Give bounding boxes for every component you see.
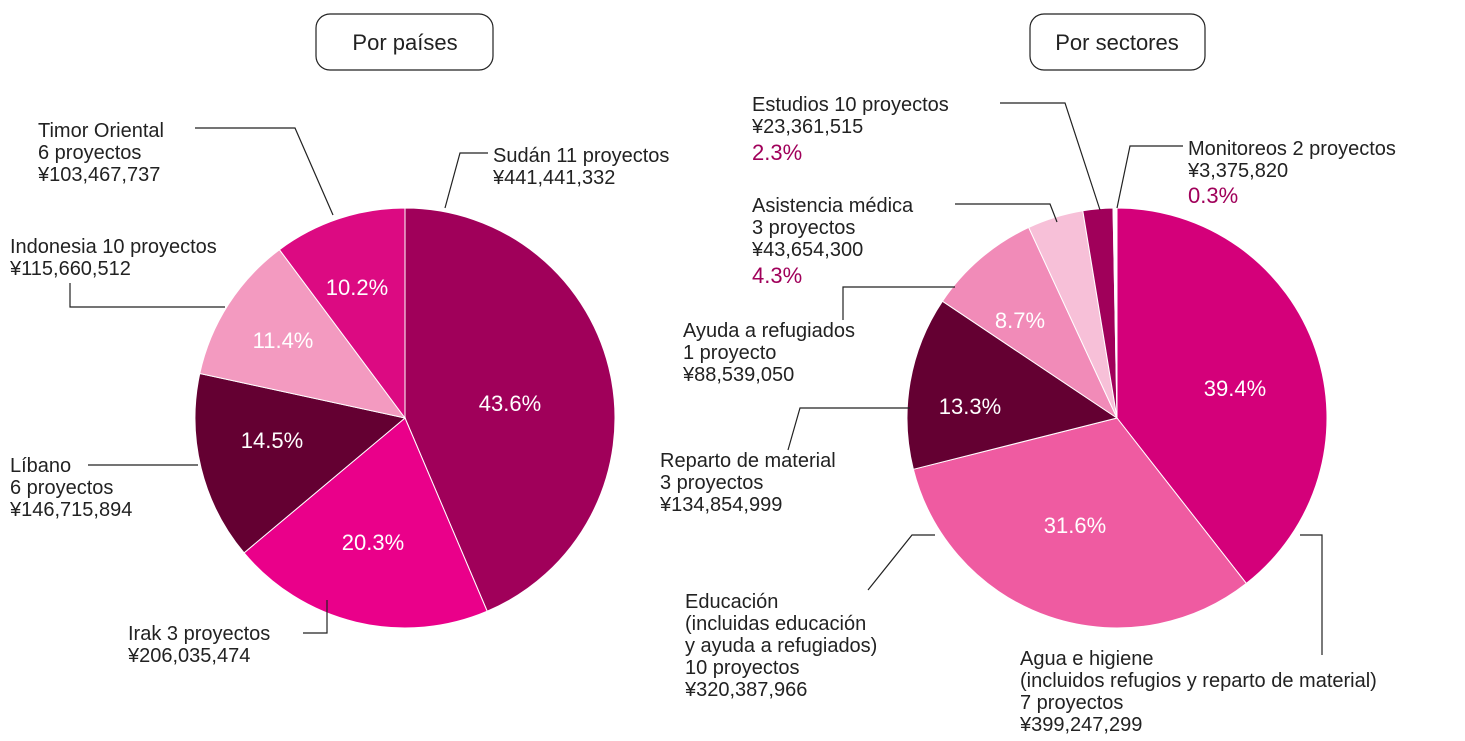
slice-amount: ¥115,660,512 <box>9 258 131 280</box>
percent-label: 39.4% <box>1204 376 1266 401</box>
slice-label: Educación (incluidas educación y ayuda a r… <box>685 591 877 679</box>
percent-label: 11.4% <box>253 328 314 353</box>
pie-slice <box>199 248 407 419</box>
slice-amount: ¥320,387,966 <box>684 679 807 701</box>
slice-amount: ¥103,467,737 <box>37 164 160 186</box>
slice-amount: ¥206,035,474 <box>127 645 250 667</box>
slice-label: Estudios 10 proyectos <box>752 94 949 116</box>
leader-line <box>303 600 328 634</box>
slice-label: Monitoreos 2 proyectos <box>1188 138 1396 160</box>
slice-amount: ¥146,715,894 <box>9 499 132 521</box>
leader-line <box>1000 102 1101 211</box>
slice-amount: ¥3,375,820 <box>1187 160 1288 182</box>
percent-label: 20.3% <box>342 530 404 555</box>
slice-label: Timor Oriental 6 proyectos <box>38 120 164 164</box>
percent-label: 10.2% <box>326 275 388 300</box>
slice-label: Sudán 11 proyectos <box>493 145 669 167</box>
slice-label: Agua e higiene (incluidos refugios y repa… <box>1020 648 1377 714</box>
slice-label: Indonesia 10 proyectos <box>10 236 217 258</box>
pie-slice <box>278 207 406 420</box>
pie-slice <box>194 372 407 554</box>
slice-amount: ¥88,539,050 <box>682 364 794 386</box>
pie-slice <box>941 226 1119 420</box>
title-box <box>1029 13 1206 71</box>
slice-label: Irak 3 proyectos <box>128 623 270 645</box>
chart-title: Por países <box>352 30 457 55</box>
slice-amount: ¥441,441,332 <box>492 167 615 189</box>
chart-title: Por sectores <box>1055 30 1179 55</box>
percent-label: 31.6% <box>1044 513 1106 538</box>
pie-slice <box>906 300 1119 470</box>
percent-label: 13.3% <box>939 394 1001 419</box>
leader-line <box>1300 534 1323 655</box>
percent-label: 4.3% <box>752 263 802 288</box>
slice-amount: ¥43,654,300 <box>751 239 863 261</box>
percent-label: 0.3% <box>1188 183 1238 208</box>
percent-label: 14.5% <box>241 428 303 453</box>
leader-line <box>955 203 1058 223</box>
pie-slice <box>1116 207 1328 585</box>
percent-label: 2.3% <box>752 140 802 165</box>
slice-label: Ayuda a refugiados 1 proyecto <box>683 320 855 364</box>
slice-amount: ¥134,854,999 <box>659 494 782 516</box>
slice-amount: ¥399,247,299 <box>1019 714 1142 736</box>
leader-line <box>1116 145 1183 209</box>
leader-line <box>787 407 910 451</box>
pie-slice <box>243 417 488 629</box>
pie-slice <box>1112 207 1118 419</box>
leader-line <box>867 534 935 591</box>
title-box <box>315 13 494 71</box>
percent-label: 8.7% <box>995 308 1045 333</box>
slice-label: Líbano 6 proyectos <box>10 455 113 499</box>
slice-label: Reparto de material 3 proyectos <box>660 450 836 494</box>
percent-label: 43.6% <box>479 391 541 416</box>
slice-label: Asistencia médica 3 proyectos <box>752 195 914 239</box>
leader-line <box>444 152 488 209</box>
slice-amount: ¥23,361,515 <box>751 116 863 138</box>
pie-slice <box>912 417 1248 629</box>
leader-line <box>842 286 955 320</box>
pie-slice <box>404 207 616 612</box>
leader-line <box>195 127 334 216</box>
leader-line <box>69 283 225 308</box>
